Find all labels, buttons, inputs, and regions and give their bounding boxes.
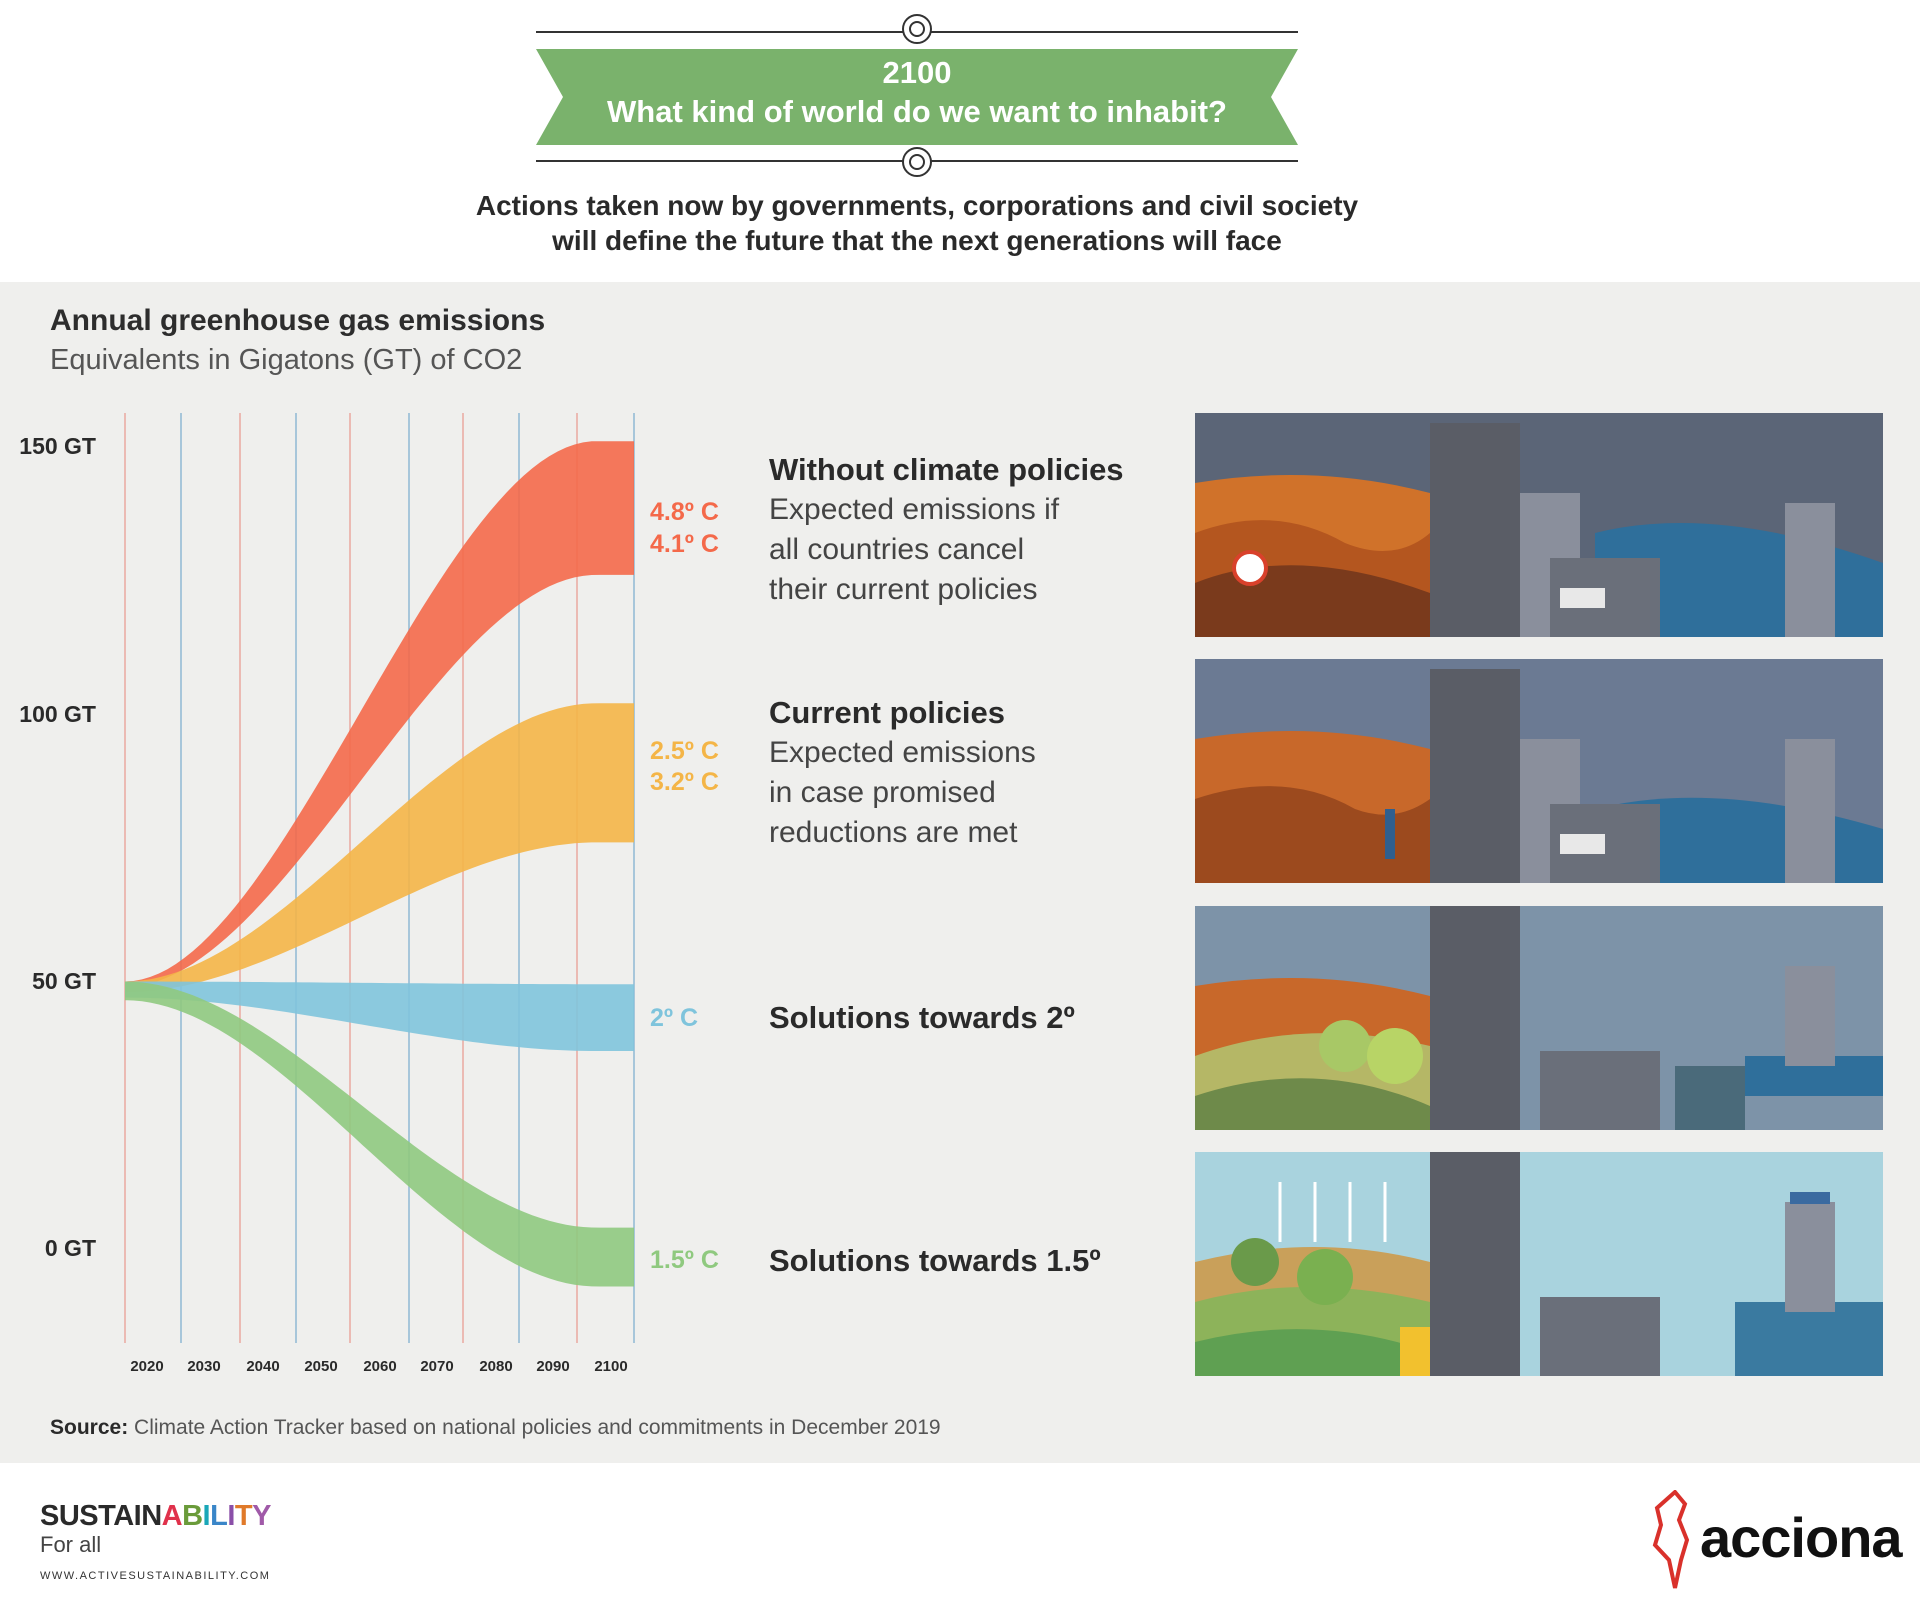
logo-letter: I bbox=[227, 1500, 235, 1532]
temp-label-1-5deg: 1.5º C bbox=[650, 1246, 719, 1274]
ornament-ring-bottom bbox=[902, 147, 932, 177]
source-note: Source: Climate Action Tracker based on … bbox=[50, 1416, 941, 1440]
logo-letter: B bbox=[182, 1500, 203, 1532]
temp-label-current-2: 3.2º C bbox=[650, 768, 719, 796]
temp-label-no-policy-low: 4.1º C bbox=[650, 530, 719, 558]
desc-line: in case promised bbox=[769, 776, 996, 809]
sustainable-city-scene bbox=[1195, 1152, 1883, 1376]
chart-subtitle: Equivalents in Gigatons (GT) of CO2 bbox=[50, 344, 523, 376]
logo-tagline: For all bbox=[40, 1532, 102, 1557]
title-banner bbox=[536, 49, 1298, 145]
x-tick-label: 2070 bbox=[420, 1358, 454, 1375]
scenario-title-2deg: Solutions towards 2º bbox=[769, 1000, 1075, 1035]
x-tick-label: 2090 bbox=[536, 1358, 570, 1375]
y-tick-label: 0 GT bbox=[44, 1235, 96, 1261]
y-tick-label: 50 GT bbox=[32, 968, 96, 994]
x-tick-label: 2030 bbox=[187, 1358, 221, 1375]
desc-line: all countries cancel bbox=[769, 533, 1025, 566]
acciona-logo: acciona bbox=[1700, 1506, 1903, 1569]
scenario-desc-current: Expected emissions in case promised redu… bbox=[769, 733, 1036, 853]
emission-band-current-policies bbox=[125, 703, 634, 993]
logo-letter: T bbox=[234, 1500, 253, 1532]
y-tick-label: 100 GT bbox=[19, 701, 96, 727]
scenario-desc-no-policy: Expected emissions if all countries canc… bbox=[769, 490, 1059, 610]
x-tick-label: 2100 bbox=[594, 1358, 628, 1375]
desc-line: reductions are met bbox=[769, 816, 1018, 849]
x-tick-label: 2060 bbox=[363, 1358, 397, 1375]
temp-label-2deg: 2º C bbox=[650, 1004, 699, 1032]
desc-line: their current policies bbox=[769, 573, 1038, 606]
logo-text: SUSTAIN bbox=[40, 1500, 162, 1532]
logo-letter: A bbox=[161, 1500, 183, 1532]
chart-title: Annual greenhouse gas emissions bbox=[50, 304, 546, 337]
emission-band-solutions-towards-2- bbox=[125, 981, 634, 1051]
illustration-no-policy bbox=[1195, 413, 1883, 637]
drought-city-scene bbox=[1195, 659, 1883, 883]
scenario-title-1-5deg: Solutions towards 1.5º bbox=[769, 1243, 1101, 1278]
illustration-current-policies bbox=[1195, 659, 1883, 883]
dystopian-city-scene bbox=[1195, 413, 1883, 637]
logo-letter: L bbox=[210, 1500, 228, 1532]
subtitle-line-1: Actions taken now by governments, corpor… bbox=[475, 190, 1359, 221]
website-link[interactable]: WWW.ACTIVESUSTAINABILITY.COM bbox=[40, 1570, 271, 1582]
logo-letter: Y bbox=[252, 1500, 271, 1532]
subtitle-line-2: will define the future that the next gen… bbox=[552, 225, 1282, 256]
scenario-title-current: Current policies bbox=[769, 695, 1005, 730]
desc-line: Expected emissions bbox=[769, 736, 1036, 769]
banner-question: What kind of world do we want to inhabit… bbox=[607, 94, 1227, 129]
y-tick-label: 150 GT bbox=[19, 433, 96, 459]
x-tick-label: 2050 bbox=[304, 1358, 338, 1375]
emission-band-without-climate-policies bbox=[125, 441, 634, 987]
emission-band-solutions-towards-1-5- bbox=[125, 981, 634, 1287]
illustration-2deg bbox=[1195, 906, 1883, 1130]
logo-letter: I bbox=[202, 1500, 211, 1532]
source-text: Climate Action Tracker based on national… bbox=[134, 1416, 941, 1439]
sustainability-logo: SUSTAINABILITY bbox=[40, 1500, 271, 1533]
x-tick-label: 2040 bbox=[246, 1358, 280, 1375]
temp-label-current-1: 2.5º C bbox=[650, 737, 719, 765]
acciona-leaf-icon bbox=[1652, 1490, 1690, 1589]
temp-label-no-policy-high: 4.8º C bbox=[650, 498, 719, 526]
banner-year: 2100 bbox=[882, 55, 952, 90]
ornament-ring-top bbox=[902, 14, 932, 44]
x-tick-label: 2020 bbox=[130, 1358, 164, 1375]
scenario-title-no-policy: Without climate policies bbox=[769, 452, 1124, 487]
transition-city-scene bbox=[1195, 906, 1883, 1130]
emissions-chart bbox=[124, 413, 635, 1343]
illustration-1-5deg bbox=[1195, 1152, 1883, 1376]
desc-line: Expected emissions if bbox=[769, 493, 1060, 526]
x-tick-label: 2080 bbox=[479, 1358, 513, 1375]
source-label: Source: bbox=[50, 1416, 129, 1439]
